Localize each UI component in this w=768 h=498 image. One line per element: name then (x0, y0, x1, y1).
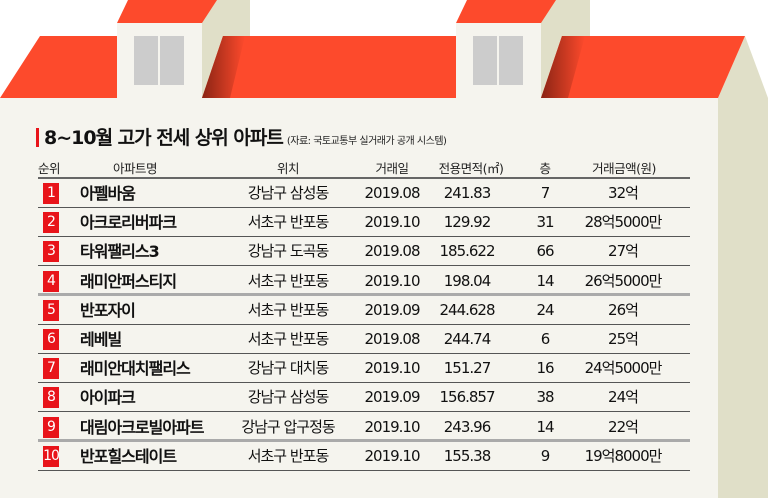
cell-floor: 31 (536, 213, 554, 232)
table-row: 3 타워팰리스3 강남구 도곡동 2019.08 185.622 66 27억 (38, 237, 690, 267)
header-rank: 순위 (38, 161, 61, 176)
cell-location: 서초구 반포동 (247, 271, 330, 290)
cell-floor: 6 (540, 330, 550, 348)
cell-location: 강남구 압구정동 (241, 417, 335, 436)
header-location: 위치 (276, 161, 300, 176)
cell-floor: 16 (536, 359, 554, 378)
cell-rank: 3 (43, 241, 59, 263)
table-row: 9 대림아크로빌아파트 강남구 압구정동 2019.10 243.96 14 22억 (38, 413, 690, 442)
cell-floor: 14 (536, 271, 554, 290)
cell-name: 레베빌 (80, 330, 122, 349)
roof-right (541, 36, 745, 98)
cell-date: 2019.09 (364, 388, 420, 407)
cell-price: 22억 (608, 417, 639, 436)
table-row: 4 래미안퍼스티지 서초구 반포동 2019.10 198.04 14 26억5000만 (38, 267, 690, 296)
cell-name: 아이파크 (80, 388, 136, 408)
cell-location: 서초구 반포동 (247, 330, 330, 348)
cell-name: 반포힐스테이트 (80, 446, 177, 466)
cell-area: 241.83 (443, 184, 491, 202)
cell-price: 24억 (608, 388, 639, 407)
cell-location: 강남구 도곡동 (247, 242, 330, 261)
cell-rank: 8 (43, 387, 59, 409)
cell-area: 244.74 (443, 330, 491, 348)
cell-area: 155.38 (443, 446, 491, 465)
cell-date: 2019.10 (364, 359, 420, 378)
cell-location: 강남구 삼성동 (247, 388, 330, 407)
side-wall (718, 36, 768, 498)
cell-name: 대림아크로빌아파트 (80, 417, 204, 437)
title-bar (36, 128, 39, 147)
cell-name: 래미안대치팰리스 (80, 359, 191, 379)
cell-price: 28억5000만 (584, 213, 663, 232)
table-row: 7 래미안대치팰리스 강남구 대치동 2019.10 151.27 16 24억5000만 (38, 354, 690, 384)
cell-rank: 1 (43, 183, 59, 204)
cell-floor: 9 (540, 446, 550, 465)
cell-price: 27억 (608, 242, 639, 261)
cell-location: 서초구 반포동 (247, 446, 330, 465)
cell-name: 반포자이 (80, 300, 136, 320)
cell-rank: 2 (43, 212, 59, 234)
cell-date: 2019.10 (364, 446, 420, 465)
cell-location: 서초구 반포동 (247, 213, 330, 232)
cell-floor: 7 (540, 184, 550, 202)
cell-location: 강남구 삼성동 (247, 184, 330, 202)
cell-date: 2019.10 (364, 417, 420, 436)
table-row: 1 아펠바움 강남구 삼성동 2019.08 241.83 7 32억 (38, 179, 690, 208)
cell-area: 129.92 (443, 213, 491, 232)
cell-area: 156.857 (439, 388, 495, 407)
cell-date: 2019.08 (364, 242, 420, 261)
cell-area: 198.04 (443, 271, 491, 290)
cell-name: 래미안퍼스티지 (80, 271, 177, 291)
cell-price: 26억 (608, 300, 639, 319)
header-divider (38, 177, 690, 179)
cell-floor: 38 (536, 388, 554, 407)
table-row: 6 레베빌 서초구 반포동 2019.08 244.74 6 25억 (38, 325, 690, 354)
chart-title: 8~10월 고가 전세 상위 아파트 (자료: 국토교통부 실거래가 공개 시스템… (36, 123, 447, 150)
roof-left (0, 36, 117, 98)
cell-area: 243.96 (443, 417, 491, 436)
cell-name: 타워팰리스3 (80, 242, 160, 262)
header-price: 거래금액(원) (592, 161, 656, 176)
cell-price: 25억 (608, 330, 639, 348)
cell-name: 아펠바움 (80, 184, 136, 203)
cell-floor: 24 (536, 300, 554, 319)
cell-rank: 10 (43, 445, 60, 467)
cell-rank: 7 (43, 358, 59, 380)
cell-rank: 4 (43, 270, 59, 292)
cell-name: 아크로리버파크 (80, 213, 177, 233)
cell-price: 32억 (608, 184, 639, 202)
roof-middle (202, 36, 456, 98)
title-text: 8~10월 고가 전세 상위 아파트 (44, 127, 284, 149)
cell-floor: 66 (536, 242, 554, 261)
table-row: 10 반포힐스테이트 서초구 반포동 2019.10 155.38 9 19억8000만 (38, 442, 690, 471)
cell-area: 244.628 (439, 300, 495, 319)
cell-rank: 5 (43, 299, 59, 321)
table-row: 2 아크로리버파크 서초구 반포동 2019.10 129.92 31 28억5000만 (38, 208, 690, 238)
header-floor: 층 (539, 161, 551, 176)
cell-date: 2019.10 (364, 213, 420, 232)
wall (0, 98, 768, 498)
cell-date: 2019.09 (364, 300, 420, 319)
cell-price: 19억8000만 (584, 446, 663, 465)
cell-area: 151.27 (443, 359, 491, 378)
header-date: 거래일 (375, 161, 409, 176)
cell-price: 24억5000만 (584, 359, 663, 378)
header-area: 전용면적(㎡) (438, 161, 504, 176)
cell-floor: 14 (536, 417, 554, 436)
cell-rank: 9 (43, 416, 59, 438)
cell-date: 2019.08 (364, 330, 420, 348)
table-row: 5 반포자이 서초구 반포동 2019.09 244.628 24 26억 (38, 296, 690, 325)
cell-location: 서초구 반포동 (247, 300, 330, 319)
cell-rank: 6 (43, 329, 59, 350)
cell-location: 강남구 대치동 (247, 359, 330, 378)
header-name: 아파트명 (112, 161, 158, 176)
cell-area: 185.622 (439, 242, 495, 261)
source-text: (자료: 국토교통부 실거래가 공개 시스템) (286, 136, 447, 147)
table-row: 8 아이파크 강남구 삼성동 2019.09 156.857 38 24억 (38, 383, 690, 413)
cell-price: 26억5000만 (584, 271, 663, 290)
cell-date: 2019.08 (364, 184, 420, 202)
cell-date: 2019.10 (364, 271, 420, 290)
